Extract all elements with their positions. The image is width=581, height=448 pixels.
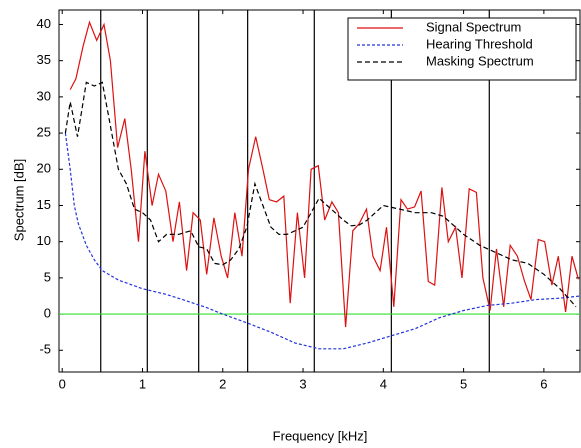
y-tick-label: 0 [44,306,51,321]
legend-label: Signal Spectrum [426,19,521,34]
x-tick-label: 5 [460,376,467,391]
legend-label: Hearing Threshold [426,36,533,51]
x-tick-label: 6 [540,376,547,391]
y-tick-label: 20 [37,161,51,176]
y-tick-label: 25 [37,125,51,140]
x-axis-label: Frequency [kHz] [273,428,368,443]
y-tick-label: 40 [37,16,51,31]
legend-label: Masking Spectrum [426,53,534,68]
y-tick-label: -5 [39,342,51,357]
x-tick-label: 1 [139,376,146,391]
x-tick-label: 4 [380,376,387,391]
y-tick-label: 15 [37,197,51,212]
series-line [64,133,581,350]
y-tick-label: 35 [37,52,51,67]
y-tick-label: 10 [37,233,51,248]
x-tick-label: 0 [59,376,66,391]
y-tick-label: 5 [44,269,51,284]
x-tick-label: 3 [299,376,306,391]
series-line [64,81,577,308]
series-line [69,20,579,328]
x-tick-label: 2 [219,376,226,391]
y-axis-label: Spectrum [dB] [11,159,26,241]
y-tick-label: 30 [37,88,51,103]
